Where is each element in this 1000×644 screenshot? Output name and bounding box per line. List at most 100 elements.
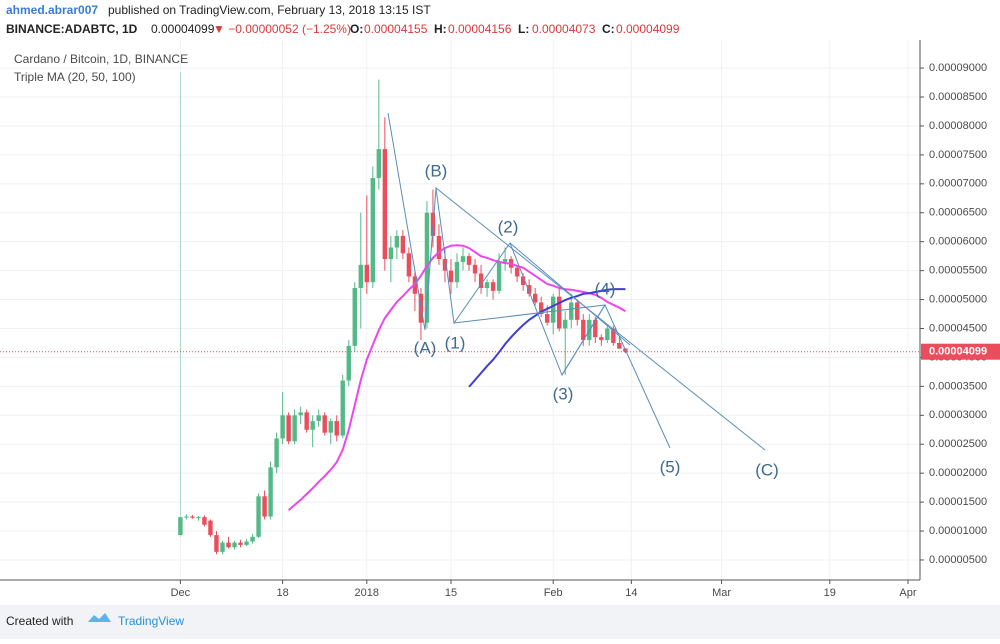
ohlc: O: 0.00004155 H: 0.00004156 L: 0.00004073 C: 0.… [350,22,680,36]
candle-body [520,276,526,286]
last-price-tag [921,343,1000,360]
candle-body [244,541,249,545]
candle-body [442,259,448,271]
x-tick-label: Apr [899,587,916,599]
candle-body [472,264,478,274]
candle-body [382,149,388,260]
y-tick-label: 0.00008000 [929,120,987,132]
ohlc-value: 0.00004099 [616,22,680,36]
trend-line [509,242,631,346]
candle-body [304,412,309,430]
y-tick-label: 0.00002000 [929,467,987,479]
candle-body [250,536,255,542]
trend-line [561,304,606,376]
candle-body [298,412,303,416]
candle-body [502,259,508,262]
candle-body [460,256,466,262]
candle-body [484,282,490,288]
candle-body [454,261,460,283]
y-tick-label: 0.00002500 [929,438,987,450]
candle-body [544,314,550,323]
indicator-legend: Triple MA (20, 50, 100) [14,70,136,84]
candle-body [563,319,568,329]
published: published on TradingView.com, February 1… [108,3,431,17]
candle-body [352,287,357,346]
chart-title: Cardano / Bitcoin, 1D, BINANCE [14,52,188,66]
y-tick-label: 0.00009000 [929,62,987,74]
candle-body [232,542,237,548]
plot: 0.00000500 0.00001000 0.00001500 0.00002000… [0,62,1000,599]
candle-body [551,296,556,323]
grid [0,40,920,580]
y-tick-label: 0.00005000 [929,293,987,305]
candle-body [184,516,189,518]
candle-body [328,421,333,433]
wave-line [387,112,766,451]
ohlc-value: 0.00004073 [532,22,596,36]
wave-label: (C) [755,460,779,479]
y-tick-label: 0.00005500 [929,265,987,277]
candle-body [538,302,544,315]
candle-body [268,467,273,517]
ohlc-label: H: [434,22,447,36]
candle-body [370,178,376,283]
candle-body [262,496,267,517]
x-tick-label: 2018 [355,587,379,599]
candle-body [490,282,496,291]
y-tick-label: 0.00008500 [929,91,987,103]
candle-body [280,415,285,439]
candle-body [448,270,454,283]
y-tick-label: 0.00006500 [929,207,987,219]
candle-body [310,421,315,430]
brand[interactable]: TradingView [118,614,184,628]
candle-body [569,302,574,320]
wave-label: (B) [425,161,448,180]
candle-body [286,415,291,442]
brand-logo [88,613,111,622]
candle-body [334,421,339,436]
candle-body [190,516,195,518]
candle-body [436,235,442,260]
created-with: Created with [6,614,73,628]
y-tick-label: 0.00004500 [929,322,987,334]
candle-body [226,542,231,548]
y-tick-label: 0.00007500 [929,149,987,161]
x-tick-label: 19 [824,587,836,599]
candle-body [202,517,207,525]
candle-body [256,496,261,537]
wave-drawing: (A) (1) (B) (2) (3) (4) (5) (C) [387,112,779,479]
wave-label: (4) [595,279,616,298]
symbol: BINANCE:ADABTC, 1D [6,22,138,36]
y-tick-label: 0.00003500 [929,380,987,392]
author[interactable]: ahmed.abrar007 [6,3,98,17]
candle-body [617,342,622,349]
wave-label: (2) [498,217,519,236]
candle-body [605,328,610,341]
candle-body [532,293,538,303]
y-tick-label: 0.00007000 [929,178,987,190]
y-tick-label: 0.00006000 [929,236,987,248]
change: ▼ −0.00000052 (−1.25%) [213,22,351,36]
wave-line [435,187,671,449]
y-tick-label: 0.00001000 [929,525,987,537]
last-price-label: 0.00004099 [929,346,987,358]
candle-body [346,345,351,381]
candle-body [394,235,400,248]
x-tick-label: 15 [445,587,457,599]
wave-label: (A) [414,338,437,357]
candle-body [358,264,363,288]
candle-body [496,261,502,291]
moving-average [468,288,626,388]
candle-body [611,328,616,343]
candle-body [581,319,586,341]
ohlc-value: 0.00004156 [448,22,512,36]
y-tick-label: 0.00003000 [929,409,987,421]
candle-body [593,319,598,338]
candle-body [364,264,369,283]
x-tick-label: 18 [276,587,288,599]
wave-label: (1) [445,333,466,352]
ohlc-label: O: [350,22,363,36]
